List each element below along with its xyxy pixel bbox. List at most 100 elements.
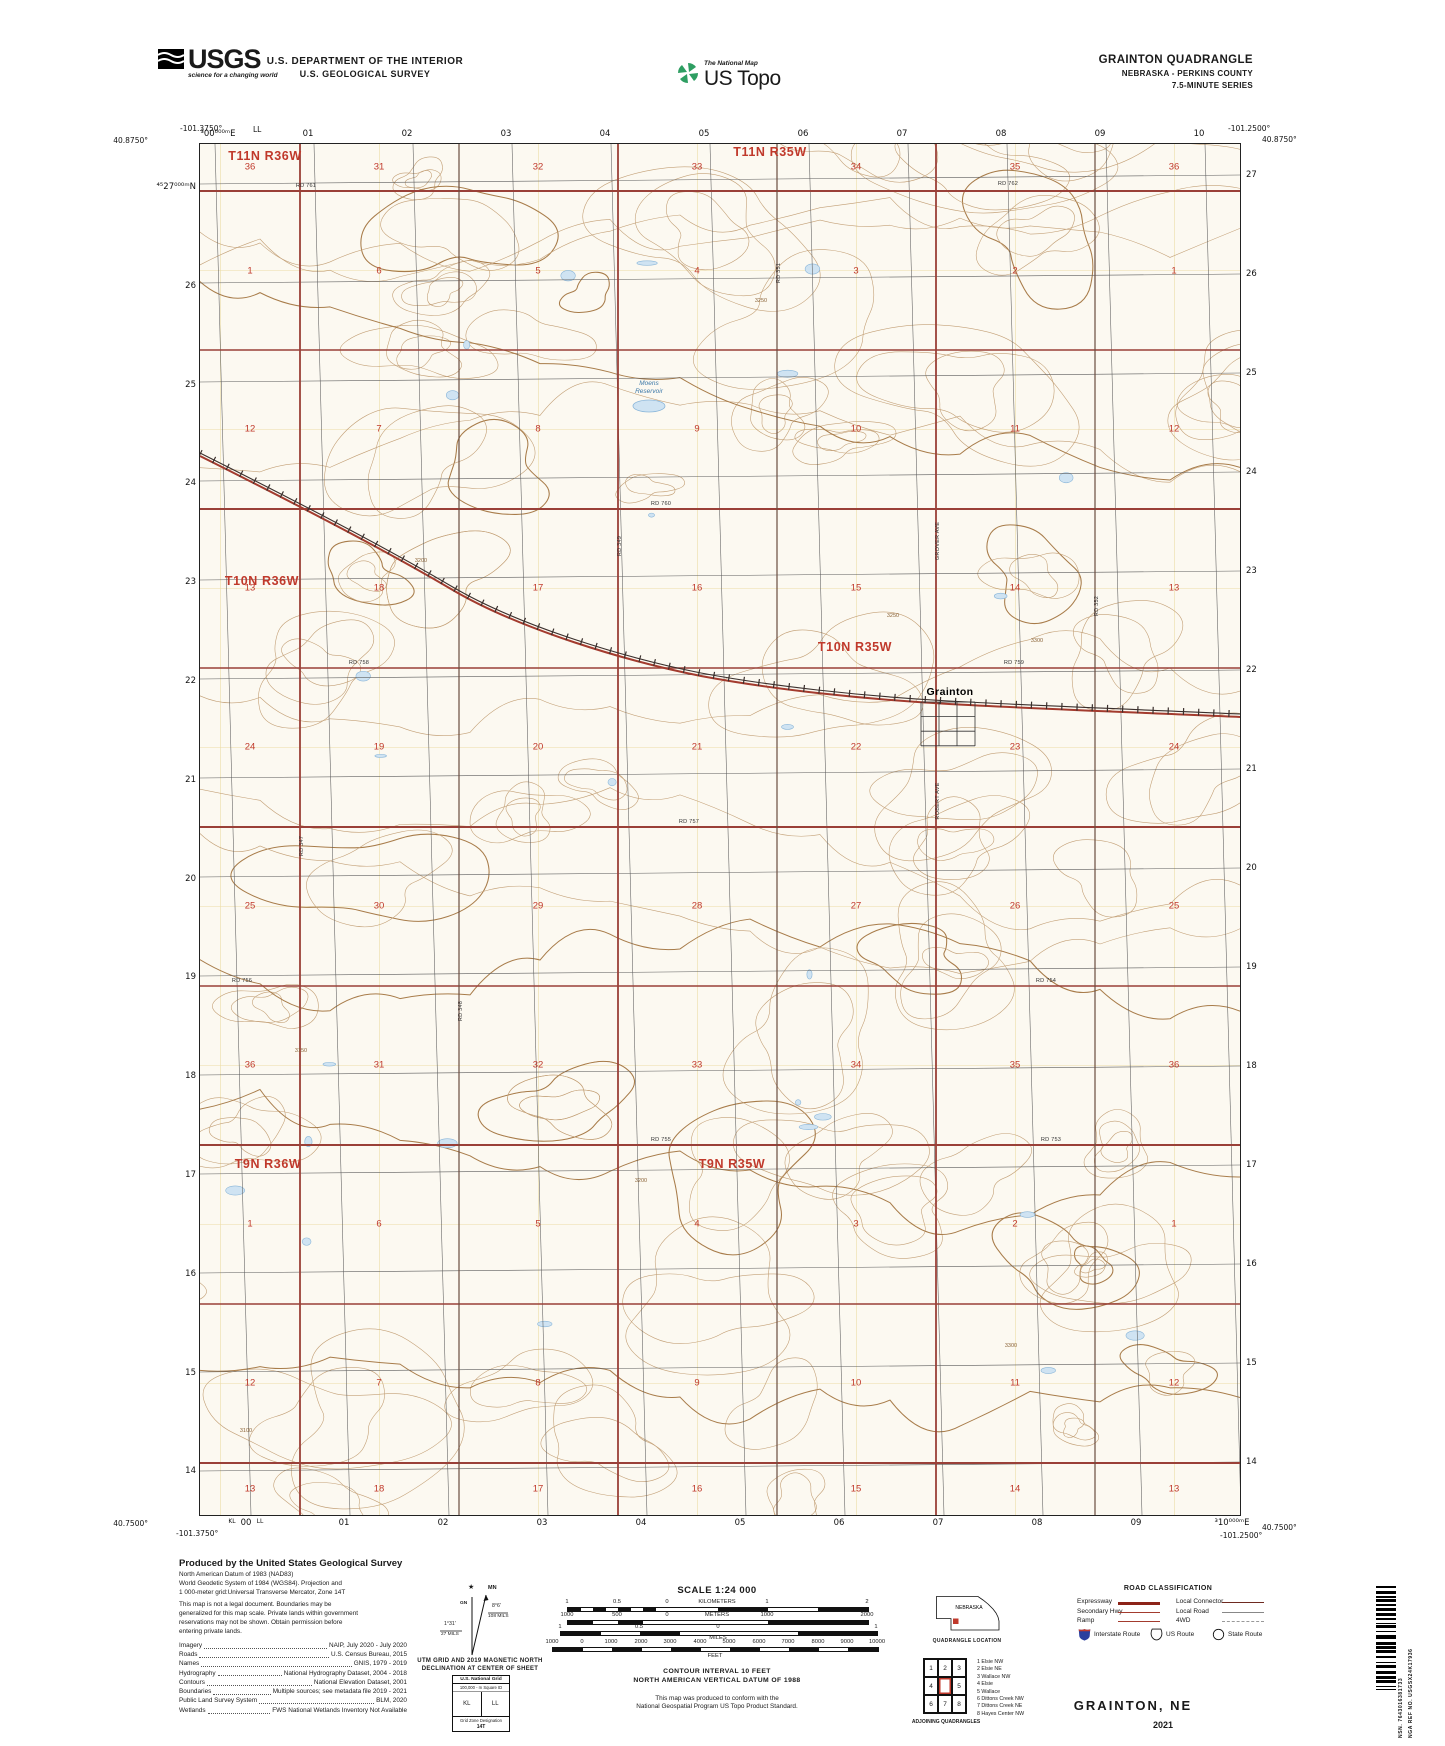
- road-name-label: RD 754: [1035, 978, 1057, 984]
- grid-easting-label-top: 02: [401, 129, 413, 139]
- section-number: 5: [535, 265, 541, 277]
- km-scale-label: 0.5: [612, 1599, 622, 1605]
- grid-easting-label-bottom: 09: [1130, 1518, 1142, 1528]
- grid-easting-label-top: ³00⁰⁰⁰ᵐE: [200, 129, 236, 139]
- contour-elevation-label: 3150: [294, 1048, 308, 1054]
- km-scale-unit: KILOMETERS: [698, 1599, 736, 1605]
- adjoining-quad-name: 5 Wallace: [977, 1688, 1001, 1695]
- grid-northing-label-left: 18: [185, 1071, 196, 1082]
- section-number: 35: [1009, 161, 1021, 173]
- contour-elevation-label: 3200: [414, 558, 428, 564]
- dept-line1: U.S. DEPARTMENT OF THE INTERIOR: [266, 56, 464, 67]
- road-name-label: RD 759: [1003, 660, 1025, 666]
- ft-scale-label: 2000: [634, 1639, 648, 1645]
- section-number: 13: [244, 582, 256, 594]
- grid-northing-label-left: 24: [185, 478, 196, 489]
- barcode-stripe: [1376, 1683, 1396, 1686]
- section-number: 10: [850, 423, 862, 435]
- feet-bar: [552, 1647, 879, 1652]
- grid-easting-label-bottom: 00: [240, 1518, 252, 1528]
- source-value: BLM, 2020: [376, 1697, 407, 1705]
- contour-interval-note: CONTOUR INTERVAL 10 FEET: [663, 1668, 771, 1675]
- contour-elevation-label: 3250: [754, 298, 768, 304]
- adjoining-cell: 5: [952, 1677, 966, 1695]
- adjoining-cell: 1: [924, 1659, 938, 1677]
- grid-easting-label-top: 03: [500, 129, 512, 139]
- usgs-logo: USGS science for a changing world: [157, 44, 278, 79]
- grid-northing-label-left: 19: [185, 972, 196, 983]
- adjoining-cell: 2: [938, 1659, 952, 1677]
- barcode-stripe: [1376, 1642, 1396, 1645]
- sheet-year: 2021: [1152, 1720, 1174, 1730]
- data-source-row: Imagery NAIP, July 2020 - July 2020: [179, 1641, 407, 1650]
- ft-scale-label: 0: [580, 1639, 584, 1645]
- grid-easting-label-bottom: KL: [228, 1518, 236, 1525]
- roadclass-shield-label: Interstate Route: [1094, 1631, 1141, 1638]
- roadclass-label: Ramp: [1077, 1617, 1095, 1624]
- adjoining-cell: 8: [952, 1695, 966, 1713]
- ft-scale-label: 1000: [604, 1639, 618, 1645]
- roadclass-sample-fourwd: [1222, 1621, 1264, 1622]
- section-number: 15: [850, 582, 862, 594]
- grid-northing-label-right: 16: [1246, 1259, 1257, 1269]
- town-name-label: Grainton: [926, 686, 974, 698]
- source-label: Contours: [179, 1678, 205, 1686]
- usgs-logo-text: USGS: [188, 44, 262, 74]
- road-name-label: ROBERT AVE: [935, 782, 941, 820]
- roadclass-shield-label: US Route: [1166, 1631, 1195, 1638]
- us-national-grid-box: U.S. National Grid 100,000 - m Square ID…: [452, 1675, 510, 1732]
- section-number: 4: [694, 265, 700, 277]
- section-number: 22: [850, 741, 862, 753]
- barcode-stripe: [1376, 1674, 1396, 1676]
- usng-square-id-caption: 100,000 - m Square ID: [459, 1685, 503, 1690]
- grid-easting-label-bottom: 08: [1031, 1518, 1043, 1528]
- grid-northing-label-right: 20: [1246, 863, 1257, 873]
- section-number: 18: [373, 582, 385, 594]
- barcode-stripe: [1376, 1665, 1396, 1668]
- barcode-stripe: [1376, 1653, 1396, 1656]
- section-number: 30: [373, 900, 385, 912]
- grid-northing-label-left: ⁴⁵27⁰⁰⁰ᵐN: [156, 182, 196, 192]
- grid-northing-label-right: 14: [1246, 1457, 1257, 1467]
- barcode-stripe: [1376, 1618, 1396, 1620]
- township-label: T10N R35W: [817, 640, 893, 654]
- state-outline-map: NEBRASKA: [936, 1596, 1000, 1637]
- scale-title: SCALE 1:24 000: [677, 1585, 757, 1596]
- section-number: 34: [850, 1059, 862, 1071]
- grid-northing-label-left: 23: [185, 577, 196, 588]
- legal-lines: This map is not a legal document. Bounda…: [179, 1601, 407, 1636]
- corner-longitude-bottom-left: -101.3750°: [176, 1529, 219, 1538]
- road-name-label: GROVER AVE: [935, 521, 941, 561]
- ft-scale-unit: FEET: [707, 1653, 723, 1659]
- section-number: 31: [373, 1059, 385, 1071]
- section-number: 26: [1009, 900, 1021, 912]
- barcode-stripe: [1376, 1679, 1396, 1680]
- adjoining-cell-current: [938, 1677, 952, 1695]
- usng-title: U.S. National Grid: [453, 1676, 509, 1684]
- barcode-stripe: [1376, 1686, 1396, 1687]
- barcode-stripe: [1376, 1645, 1396, 1646]
- section-number: 4: [694, 1218, 700, 1230]
- state-name: NEBRASKA: [955, 1605, 983, 1611]
- grid-northing-label-right: 23: [1246, 566, 1257, 576]
- section-number: 1: [1171, 1218, 1177, 1230]
- section-number: 36: [244, 161, 256, 173]
- section-number: 12: [1168, 423, 1180, 435]
- adjoining-quadrangles-list: 1 Elsie NW 2 Elsie NE 3 Wallace NW 4 Elsie 5…: [977, 1659, 1024, 1718]
- data-source-row: Boundaries Multiple sources; see metadata…: [179, 1687, 407, 1696]
- corner-longitude-bottom-right: -101.2500°: [1220, 1531, 1263, 1540]
- barcode-stripe: [1376, 1594, 1396, 1596]
- kilometers-bar: [567, 1607, 869, 1612]
- grid-northing-label-right: 15: [1246, 1358, 1257, 1368]
- roadclass-label: 4WD: [1176, 1617, 1191, 1624]
- barcode-stripe: [1376, 1663, 1396, 1665]
- section-number: 7: [376, 1377, 382, 1389]
- barcode-stripe: [1376, 1662, 1396, 1663]
- dot-leader: [199, 1650, 329, 1658]
- source-label: Wetlands: [179, 1706, 206, 1714]
- grid-easting-label-top: 01: [302, 129, 314, 139]
- barcode-stripe: [1376, 1624, 1396, 1625]
- contour-lines: [200, 144, 1240, 1515]
- road-name-label: RD 349: [617, 535, 623, 557]
